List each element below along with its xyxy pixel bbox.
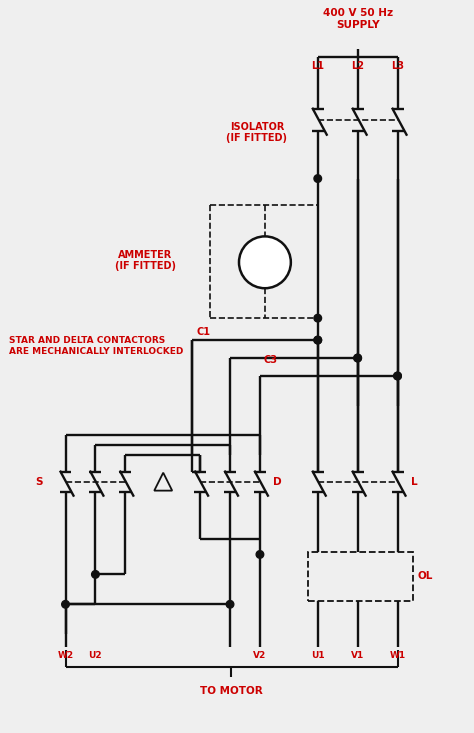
Circle shape	[314, 314, 321, 322]
Circle shape	[91, 570, 99, 578]
Circle shape	[256, 550, 264, 559]
Text: STAR AND DELTA CONTACTORS
ARE MECHANICALLY INTERLOCKED: STAR AND DELTA CONTACTORS ARE MECHANICAL…	[9, 336, 183, 356]
Text: S: S	[35, 476, 43, 487]
Circle shape	[239, 236, 291, 288]
Text: OL: OL	[418, 572, 433, 581]
Circle shape	[314, 174, 321, 183]
Circle shape	[394, 372, 401, 380]
Text: V1: V1	[351, 651, 365, 660]
Text: W2: W2	[57, 651, 73, 660]
Text: D: D	[273, 476, 282, 487]
Text: AMMETER
(IF FITTED): AMMETER (IF FITTED)	[115, 249, 176, 271]
Text: L3: L3	[391, 61, 404, 71]
Text: ISOLATOR
(IF FITTED): ISOLATOR (IF FITTED)	[227, 122, 287, 144]
Text: V2: V2	[253, 651, 266, 660]
Text: L1: L1	[311, 61, 324, 71]
Text: C3: C3	[264, 355, 278, 365]
Circle shape	[62, 600, 69, 608]
Text: U1: U1	[311, 651, 325, 660]
Text: TO MOTOR: TO MOTOR	[200, 686, 263, 696]
Text: 400 V 50 Hz
SUPPLY: 400 V 50 Hz SUPPLY	[323, 8, 392, 30]
Text: C1: C1	[196, 327, 210, 337]
Circle shape	[354, 354, 362, 362]
Text: A: A	[258, 254, 272, 271]
Circle shape	[226, 600, 234, 608]
Circle shape	[314, 336, 321, 344]
Circle shape	[394, 372, 401, 380]
Circle shape	[314, 336, 321, 344]
Circle shape	[354, 354, 362, 362]
Text: W1: W1	[390, 651, 406, 660]
Text: L2: L2	[351, 61, 364, 71]
Text: L: L	[411, 476, 418, 487]
Text: U2: U2	[89, 651, 102, 660]
